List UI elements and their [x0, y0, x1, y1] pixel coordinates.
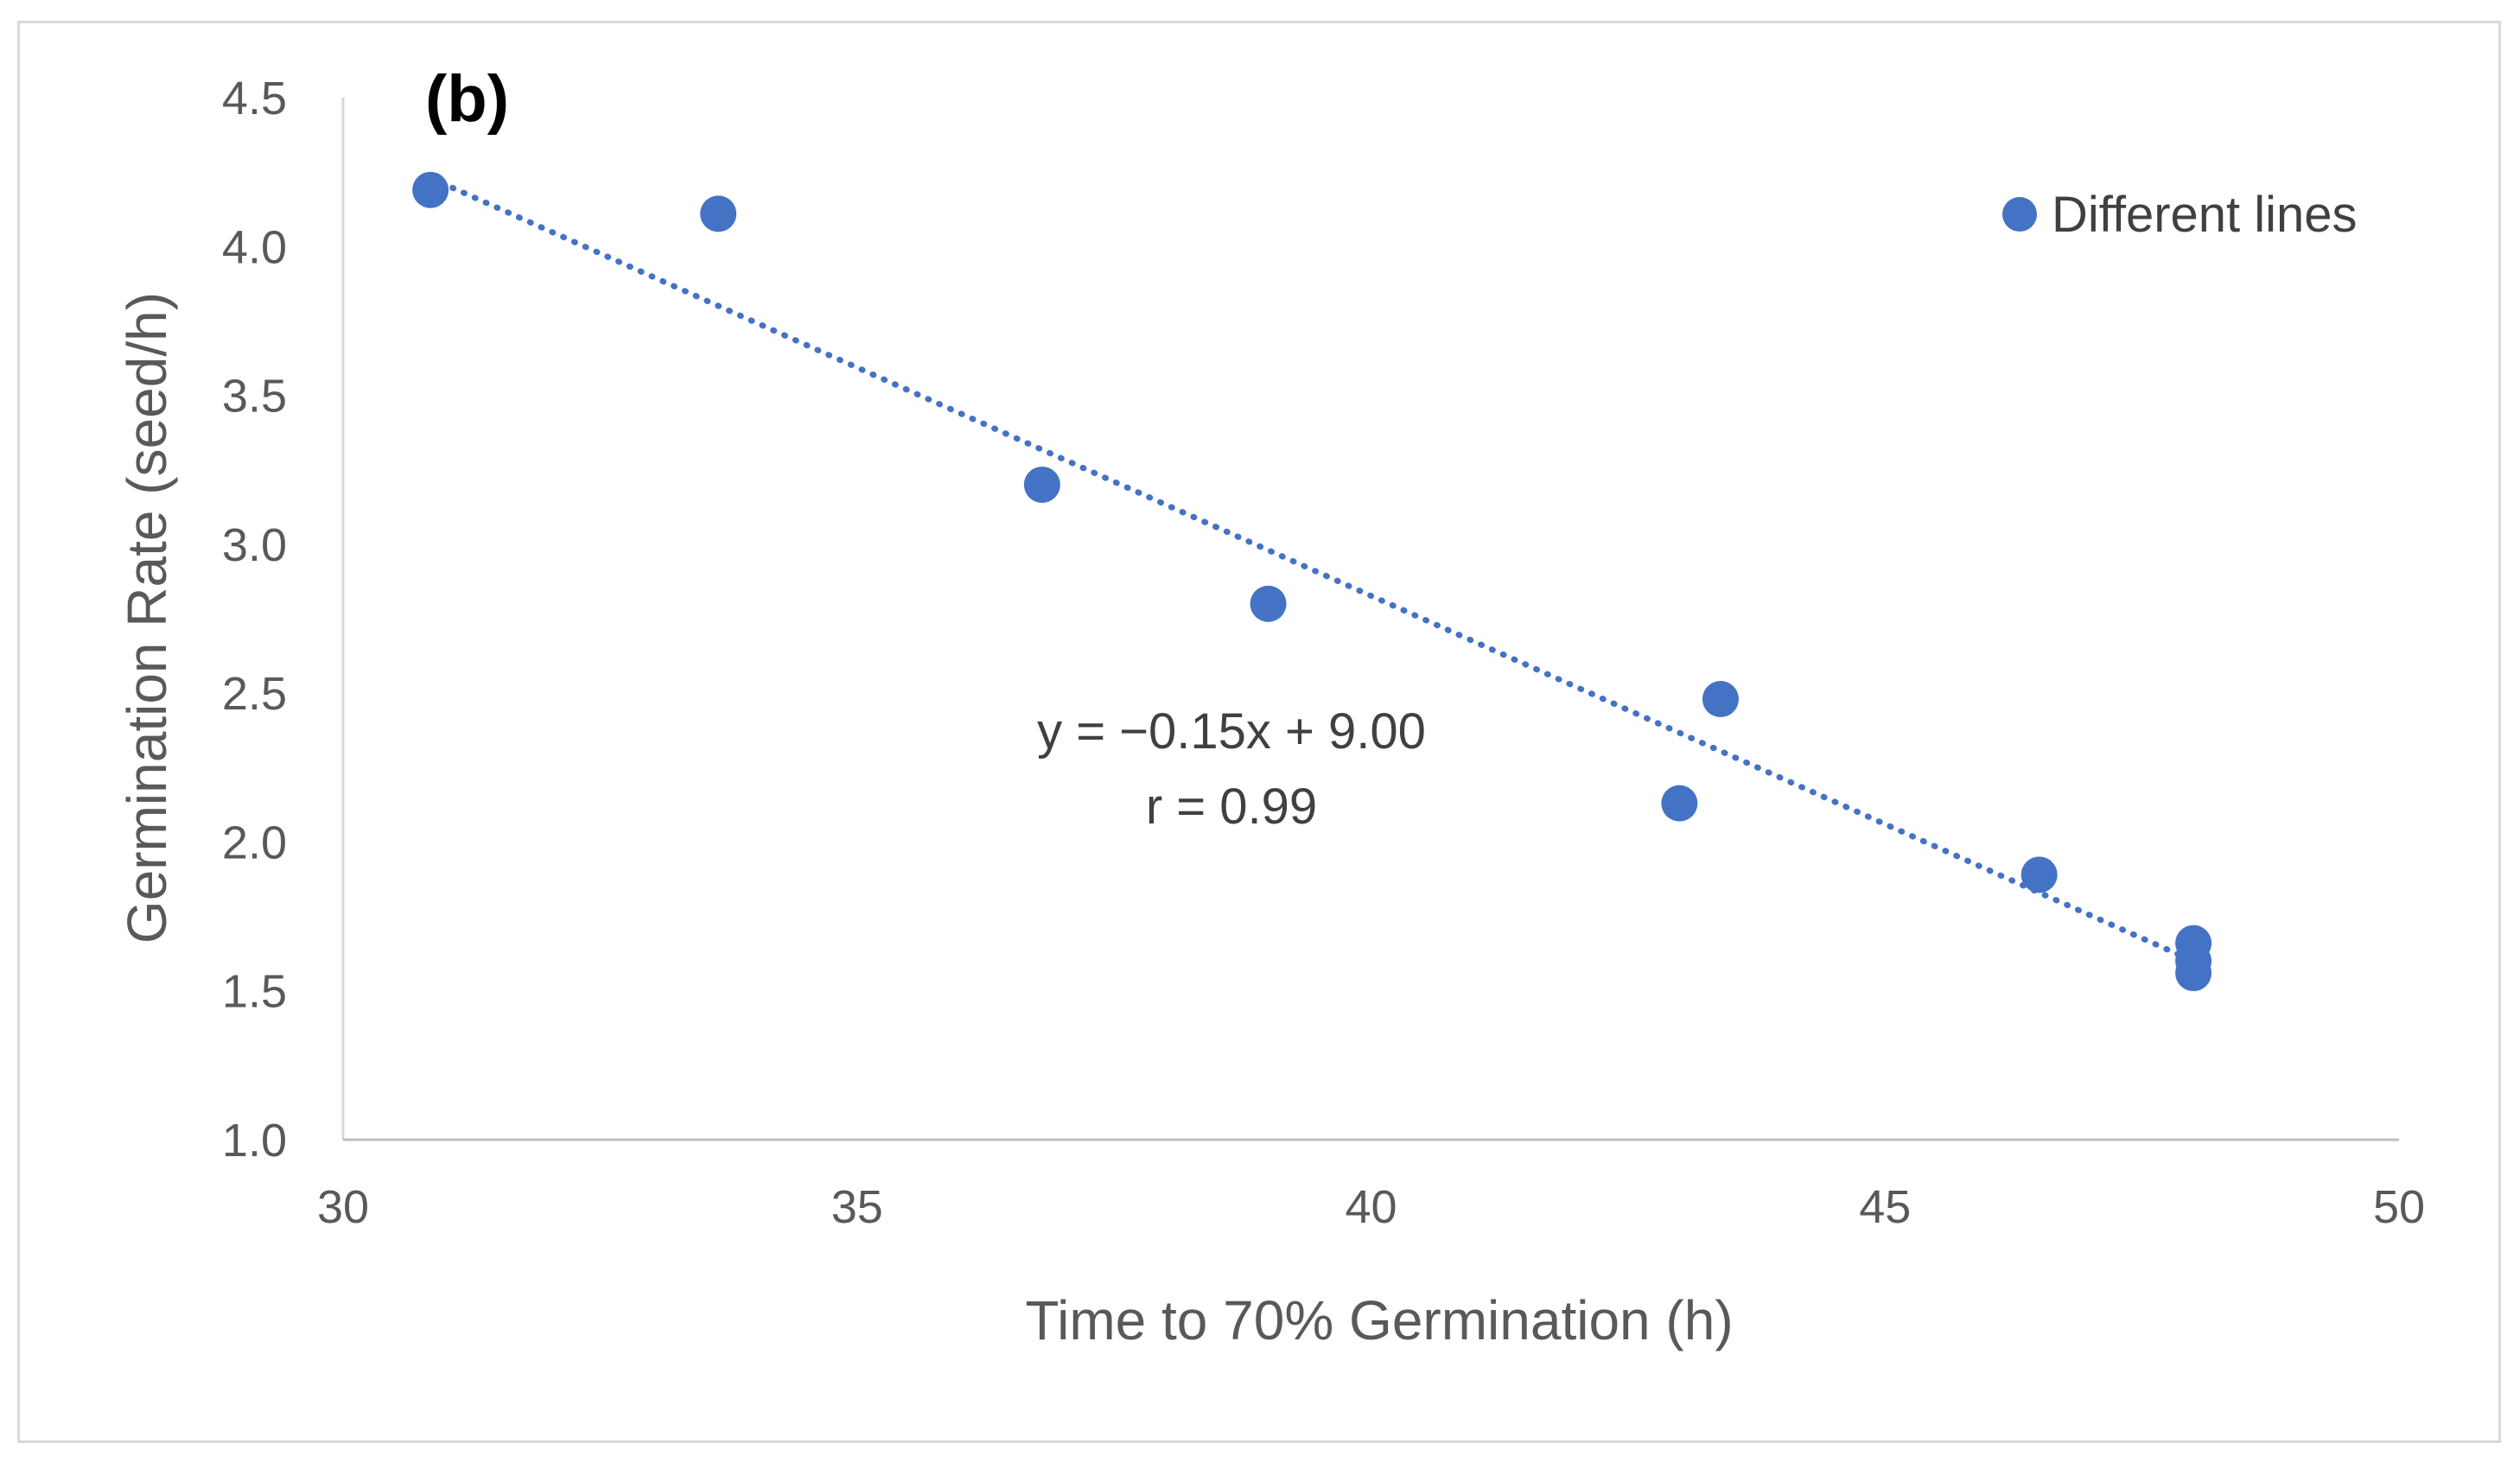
x-axis-title: Time to 70% Germination (h): [1025, 1289, 1733, 1351]
x-tick-label: 30: [317, 1181, 369, 1233]
chart-frame: [17, 21, 2501, 1443]
x-tick-label: 50: [2373, 1181, 2425, 1233]
y-tick-labels: 1.0 1.5 2.0 2.5 3.0 3.5 4.0 4.5: [222, 73, 287, 1167]
data-points: [412, 171, 2212, 992]
data-point: [412, 171, 449, 208]
trendline: [427, 175, 2197, 964]
data-point: [1023, 466, 1060, 503]
data-point: [1661, 785, 1698, 822]
x-tick-label: 45: [1859, 1181, 1911, 1233]
x-tick-labels: 30 35 40 45 50: [317, 1181, 2425, 1233]
correlation-label: r = 0.99: [1146, 779, 1317, 835]
y-tick-label: 3.5: [222, 371, 287, 423]
data-point: [700, 195, 737, 232]
y-tick-label: 2.0: [222, 817, 287, 868]
y-axis-title: Germination Rate (seed/h): [116, 292, 178, 944]
legend: Different lines: [2002, 187, 2358, 243]
y-tick-label: 1.5: [222, 966, 287, 1018]
y-tick-label: 3.0: [222, 519, 287, 571]
legend-marker: [2002, 197, 2037, 232]
y-tick-label: 2.5: [222, 668, 287, 720]
y-tick-label: 1.0: [222, 1115, 287, 1167]
legend-label: Different lines: [2052, 187, 2358, 243]
x-tick-label: 40: [1345, 1181, 1397, 1233]
x-tick-label: 35: [831, 1181, 883, 1233]
y-tick-label: 4.0: [222, 221, 287, 273]
equation-label: y = −0.15x + 9.00: [1037, 703, 1426, 760]
axes: [341, 98, 2399, 1141]
data-point: [2175, 955, 2212, 992]
panel-label: (b): [425, 62, 509, 136]
data-point: [2020, 856, 2058, 893]
data-point: [1702, 681, 1739, 718]
y-tick-label: 4.5: [222, 73, 287, 124]
data-point: [1250, 585, 1287, 622]
